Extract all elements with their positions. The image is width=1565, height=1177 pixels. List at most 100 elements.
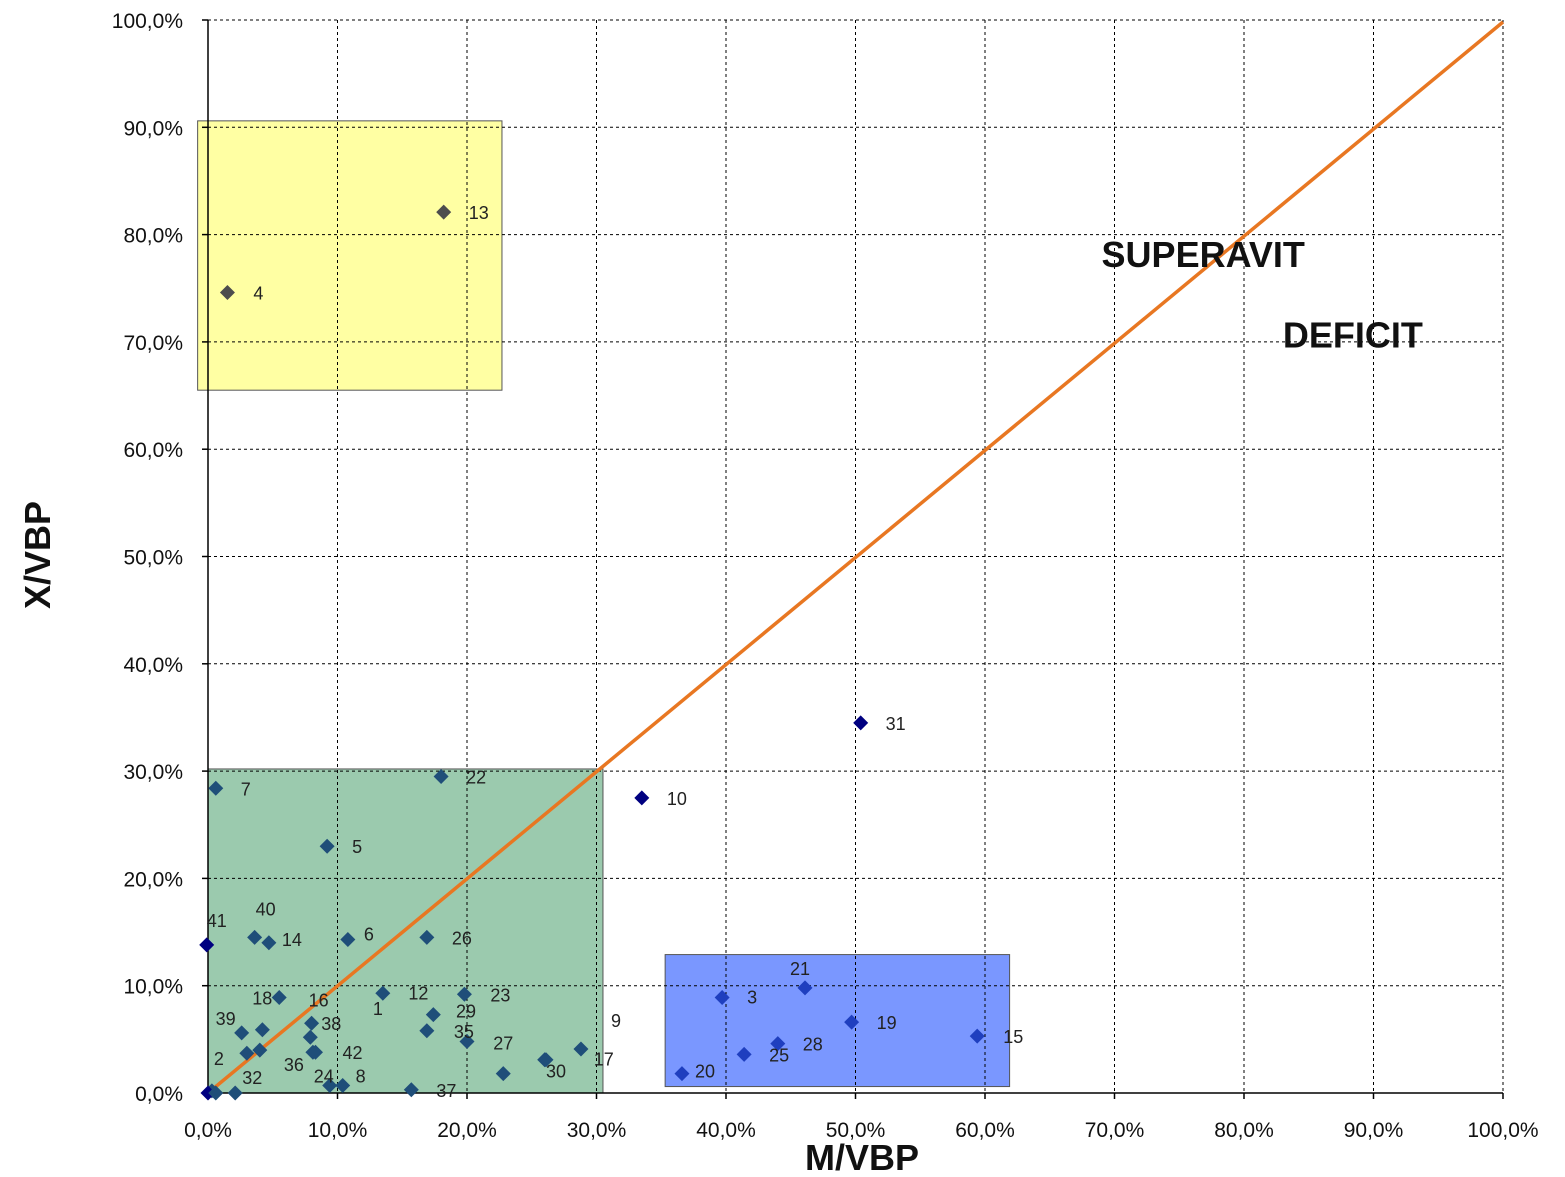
x-tick-label: 100,0% bbox=[1467, 1119, 1538, 1142]
y-axis-title: X/VBP bbox=[17, 501, 58, 609]
point-label-8: 8 bbox=[356, 1066, 366, 1086]
data-point-3 bbox=[714, 990, 730, 1006]
data-point bbox=[200, 1085, 216, 1101]
data-point-31 bbox=[853, 715, 869, 731]
data-point-5 bbox=[319, 838, 335, 854]
point-label-41: 41 bbox=[207, 911, 227, 931]
y-tick-label: 60,0% bbox=[123, 439, 183, 462]
y-tick-label: 10,0% bbox=[123, 976, 183, 999]
data-point-39 bbox=[234, 1025, 250, 1041]
y-tick-label: 30,0% bbox=[123, 761, 183, 784]
data-point-6 bbox=[340, 932, 356, 948]
point-label-20: 20 bbox=[695, 1062, 715, 1082]
data-point-37 bbox=[403, 1082, 419, 1098]
data-point-14 bbox=[261, 935, 277, 951]
data-point-41 bbox=[199, 937, 215, 953]
point-label-29: 29 bbox=[456, 1001, 476, 1021]
x-tick-label: 80,0% bbox=[1214, 1119, 1274, 1142]
y-tick-label: 80,0% bbox=[123, 225, 183, 248]
point-label-31: 31 bbox=[886, 714, 906, 734]
point-label-6: 6 bbox=[364, 925, 374, 945]
chart-text: M/VBP X/VBP SUPERAVIT DEFICIT bbox=[17, 234, 1423, 1177]
data-point-8 bbox=[335, 1077, 351, 1093]
data-point-22 bbox=[433, 768, 449, 784]
data-point-20 bbox=[674, 1066, 690, 1082]
point-label-17: 17 bbox=[594, 1050, 614, 1070]
point-label-4: 4 bbox=[253, 284, 263, 304]
data-point bbox=[254, 1022, 270, 1038]
y-tick-label: 20,0% bbox=[123, 868, 183, 891]
annotation-superavit: SUPERAVIT bbox=[1102, 234, 1305, 275]
data-point-19 bbox=[844, 1014, 860, 1030]
data-point-42 bbox=[307, 1044, 323, 1060]
data-point-28 bbox=[770, 1036, 786, 1052]
point-label-36: 36 bbox=[284, 1055, 304, 1075]
x-tick-label: 30,0% bbox=[567, 1119, 627, 1142]
x-tick-label: 50,0% bbox=[826, 1119, 886, 1142]
data-point-16 bbox=[304, 1015, 320, 1031]
x-tick-label: 90,0% bbox=[1344, 1119, 1404, 1142]
point-label-12: 12 bbox=[408, 984, 428, 1004]
y-tick-label: 50,0% bbox=[123, 547, 183, 570]
x-tick-label: 40,0% bbox=[696, 1119, 756, 1142]
point-label-16: 16 bbox=[309, 990, 329, 1010]
data-point-7 bbox=[208, 780, 224, 796]
point-label-10: 10 bbox=[667, 789, 687, 809]
x-tick-label: 60,0% bbox=[955, 1119, 1015, 1142]
data-point-23 bbox=[456, 986, 472, 1002]
point-label-1: 1 bbox=[373, 999, 383, 1019]
x-tick-label: 0,0% bbox=[184, 1119, 232, 1142]
point-label-42: 42 bbox=[342, 1043, 362, 1063]
region-yellow-box bbox=[197, 120, 503, 391]
highlight-regions bbox=[197, 120, 1011, 1094]
point-label-14: 14 bbox=[282, 930, 302, 950]
data-point-30 bbox=[538, 1052, 554, 1068]
data-point-1 bbox=[375, 985, 391, 1001]
point-label-32: 32 bbox=[242, 1068, 262, 1088]
data-point-4 bbox=[219, 285, 235, 301]
y-tick-label: 40,0% bbox=[123, 654, 183, 677]
point-label-30: 30 bbox=[546, 1062, 566, 1082]
point-label-24: 24 bbox=[314, 1066, 334, 1086]
data-point-9 bbox=[573, 1041, 589, 1057]
y-tick-label: 0,0% bbox=[135, 1083, 183, 1106]
point-label-13: 13 bbox=[469, 203, 489, 223]
data-point-35 bbox=[419, 1023, 435, 1039]
point-label-27: 27 bbox=[493, 1034, 513, 1054]
data-point-21 bbox=[797, 980, 813, 996]
axes: 0,0% 10,0% 20,0% 30,0% 40,0% 50,0% 60,0% 7 0,0% 8… bbox=[112, 10, 1539, 1142]
x-tick-label: 20,0% bbox=[437, 1119, 497, 1142]
point-label-37: 37 bbox=[436, 1081, 456, 1101]
point-labels: 1234567891012131415161718192021222324252… bbox=[207, 203, 1024, 1101]
x-tick-label: 10,0% bbox=[308, 1119, 368, 1142]
data-point-18 bbox=[271, 990, 287, 1006]
y-tick-label: 90,0% bbox=[123, 117, 183, 140]
data-point-32 bbox=[227, 1085, 243, 1101]
point-label-38: 38 bbox=[321, 1014, 341, 1034]
region-blue-box bbox=[664, 954, 1011, 1088]
x-axis-title: M/VBP bbox=[805, 1137, 919, 1177]
grid bbox=[208, 19, 1504, 1093]
point-label-7: 7 bbox=[241, 779, 251, 799]
data-point-15 bbox=[969, 1028, 985, 1044]
reference-line bbox=[206, 20, 1505, 1095]
point-label-26: 26 bbox=[452, 928, 472, 948]
point-label-40: 40 bbox=[256, 899, 276, 919]
data-point bbox=[208, 1085, 224, 1101]
data-point-13 bbox=[436, 204, 452, 220]
data-point-25 bbox=[736, 1046, 752, 1062]
point-label-35: 35 bbox=[454, 1022, 474, 1042]
point-label-23: 23 bbox=[490, 985, 510, 1005]
point-label-5: 5 bbox=[352, 837, 362, 857]
point-label-21: 21 bbox=[790, 959, 810, 979]
data-point bbox=[252, 1042, 268, 1058]
point-label-25: 25 bbox=[769, 1045, 789, 1065]
data-point-12 bbox=[425, 1007, 441, 1023]
point-label-18: 18 bbox=[252, 989, 272, 1009]
point-label-15: 15 bbox=[1003, 1027, 1023, 1047]
y-tick-label: 100,0% bbox=[112, 10, 183, 33]
data-point-24 bbox=[322, 1077, 338, 1093]
point-label-22: 22 bbox=[466, 767, 486, 787]
data-points bbox=[199, 204, 985, 1101]
